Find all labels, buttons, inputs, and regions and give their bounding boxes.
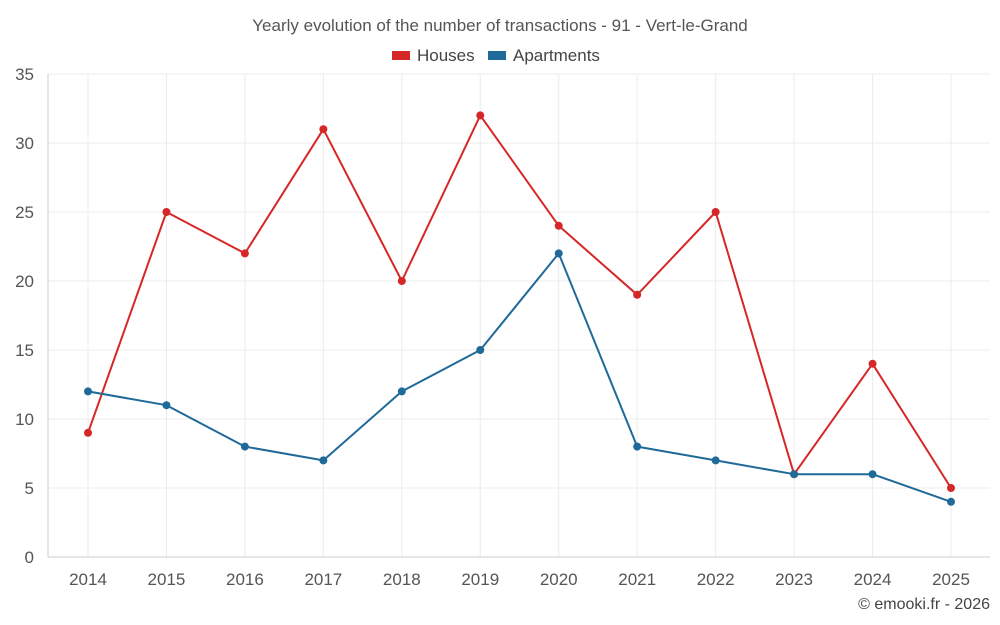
series-group bbox=[84, 111, 955, 506]
series-line-apartments bbox=[87, 252, 952, 503]
data-point-houses[interactable] bbox=[162, 208, 171, 216]
y-axis: 0 5 10 15 20 25 30 35 bbox=[15, 65, 49, 567]
y-tick-label: 30 bbox=[15, 134, 34, 153]
y-tick-label: 20 bbox=[15, 272, 34, 291]
data-point-houses[interactable] bbox=[476, 111, 485, 120]
legend: Houses Apartments bbox=[392, 46, 600, 65]
data-point-apartments[interactable] bbox=[947, 497, 955, 506]
x-tick-label: 2017 bbox=[304, 570, 342, 589]
y-tick-label: 15 bbox=[15, 341, 34, 360]
data-point-houses[interactable] bbox=[711, 208, 720, 216]
data-point-apartments[interactable] bbox=[554, 249, 563, 258]
data-point-apartments[interactable] bbox=[711, 456, 720, 465]
data-point-houses[interactable] bbox=[554, 221, 563, 230]
y-tick-label: 35 bbox=[15, 65, 34, 84]
x-tick-label: 2025 bbox=[932, 570, 970, 589]
x-tick-label: 2014 bbox=[69, 570, 107, 589]
data-point-apartments[interactable] bbox=[240, 442, 249, 451]
data-point-houses[interactable] bbox=[633, 290, 642, 299]
y-tick-label: 5 bbox=[25, 479, 34, 498]
legend-label-apartments[interactable]: Apartments bbox=[513, 46, 600, 65]
data-point-houses[interactable] bbox=[240, 249, 249, 258]
data-point-houses[interactable] bbox=[947, 484, 955, 492]
data-point-houses[interactable] bbox=[319, 125, 328, 134]
data-point-houses[interactable] bbox=[397, 277, 406, 285]
data-point-apartments[interactable] bbox=[868, 470, 877, 479]
x-tick-label: 2020 bbox=[540, 570, 578, 589]
x-tick-label: 2018 bbox=[383, 570, 421, 589]
gridlines bbox=[48, 73, 990, 557]
y-tick-label: 10 bbox=[15, 410, 34, 429]
credit-text: © emooki.fr - 2026 bbox=[858, 596, 990, 613]
y-tick-label: 25 bbox=[15, 203, 34, 222]
x-axis: 2014 2015 2016 2017 2018 2019 2020 2021 2022 2023… bbox=[48, 556, 990, 589]
data-point-apartments[interactable] bbox=[476, 346, 485, 354]
legend-label-houses[interactable]: Houses bbox=[417, 46, 475, 65]
legend-swatch-apartments bbox=[488, 51, 506, 60]
chart-title: Yearly evolution of the number of transa… bbox=[252, 16, 747, 35]
y-tick-label: 0 bbox=[25, 548, 34, 567]
data-point-houses[interactable] bbox=[868, 359, 877, 368]
data-point-apartments[interactable] bbox=[162, 401, 171, 410]
data-point-apartments[interactable] bbox=[790, 470, 799, 479]
data-point-apartments[interactable] bbox=[633, 442, 642, 451]
x-tick-label: 2023 bbox=[775, 570, 813, 589]
x-tick-label: 2022 bbox=[697, 570, 735, 589]
data-point-apartments[interactable] bbox=[319, 456, 328, 465]
x-tick-label: 2019 bbox=[461, 570, 499, 589]
data-point-apartments[interactable] bbox=[397, 387, 406, 396]
data-point-houses[interactable] bbox=[84, 428, 92, 437]
data-point-apartments[interactable] bbox=[84, 387, 92, 396]
x-tick-label: 2024 bbox=[854, 570, 892, 589]
x-tick-label: 2016 bbox=[226, 570, 264, 589]
x-tick-label: 2015 bbox=[148, 570, 186, 589]
legend-swatch-houses bbox=[392, 51, 410, 60]
series-line-houses bbox=[87, 114, 952, 489]
x-tick-label: 2021 bbox=[618, 570, 656, 589]
